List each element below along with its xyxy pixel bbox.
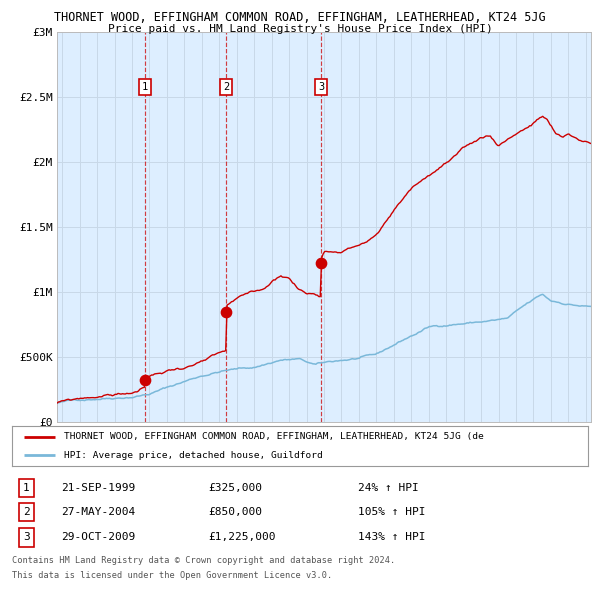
Text: 24% ↑ HPI: 24% ↑ HPI — [358, 483, 418, 493]
Text: Contains HM Land Registry data © Crown copyright and database right 2024.: Contains HM Land Registry data © Crown c… — [12, 556, 395, 565]
Text: HPI: Average price, detached house, Guildford: HPI: Average price, detached house, Guil… — [64, 451, 323, 460]
Text: £325,000: £325,000 — [208, 483, 262, 493]
Text: Price paid vs. HM Land Registry's House Price Index (HPI): Price paid vs. HM Land Registry's House … — [107, 24, 493, 34]
Point — [140, 375, 149, 385]
Text: 1: 1 — [142, 82, 148, 92]
Text: THORNET WOOD, EFFINGHAM COMMON ROAD, EFFINGHAM, LEATHERHEAD, KT24 5JG: THORNET WOOD, EFFINGHAM COMMON ROAD, EFF… — [54, 11, 546, 24]
Text: 105% ↑ HPI: 105% ↑ HPI — [358, 507, 425, 517]
Point — [221, 307, 231, 316]
Text: 3: 3 — [318, 82, 324, 92]
Text: 1: 1 — [23, 483, 30, 493]
Text: 27-MAY-2004: 27-MAY-2004 — [61, 507, 135, 517]
Text: THORNET WOOD, EFFINGHAM COMMON ROAD, EFFINGHAM, LEATHERHEAD, KT24 5JG (de: THORNET WOOD, EFFINGHAM COMMON ROAD, EFF… — [64, 432, 484, 441]
Text: £1,225,000: £1,225,000 — [208, 532, 275, 542]
Text: This data is licensed under the Open Government Licence v3.0.: This data is licensed under the Open Gov… — [12, 571, 332, 579]
Point — [316, 258, 326, 268]
Text: 29-OCT-2009: 29-OCT-2009 — [61, 532, 135, 542]
Text: 21-SEP-1999: 21-SEP-1999 — [61, 483, 135, 493]
Text: £850,000: £850,000 — [208, 507, 262, 517]
Text: 2: 2 — [223, 82, 229, 92]
Text: 2: 2 — [23, 507, 30, 517]
Text: 143% ↑ HPI: 143% ↑ HPI — [358, 532, 425, 542]
Text: 3: 3 — [23, 532, 30, 542]
